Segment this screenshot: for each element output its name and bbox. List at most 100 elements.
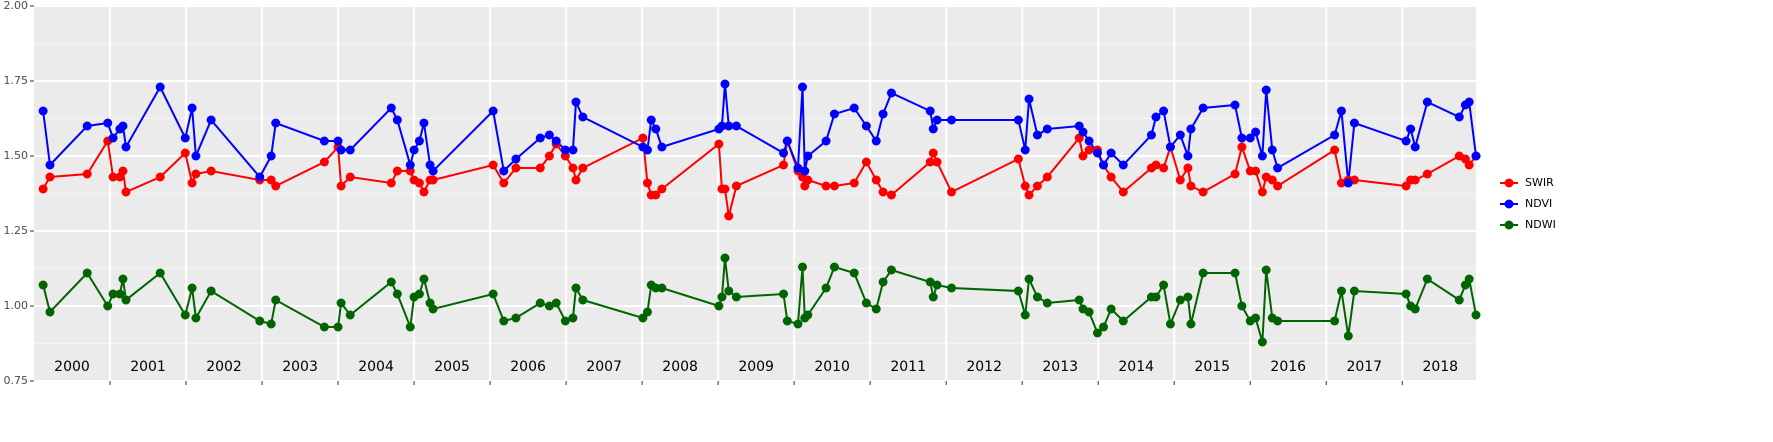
point <box>657 184 667 194</box>
point <box>82 169 92 179</box>
point <box>798 262 808 272</box>
point <box>333 322 343 332</box>
point <box>1230 169 1240 179</box>
point <box>1183 292 1193 302</box>
point <box>419 274 429 284</box>
point <box>1198 187 1208 197</box>
point <box>724 211 734 221</box>
point <box>720 184 730 194</box>
point <box>1330 130 1340 140</box>
point <box>1078 151 1088 161</box>
point <box>657 283 667 293</box>
point <box>1251 313 1261 323</box>
point <box>405 160 415 170</box>
point <box>1257 151 1267 161</box>
point <box>38 106 48 116</box>
point <box>1464 97 1474 107</box>
point <box>925 106 935 116</box>
point <box>720 79 730 89</box>
point <box>1349 286 1359 296</box>
point <box>155 82 165 92</box>
point <box>1410 175 1420 185</box>
point <box>45 160 55 170</box>
point <box>928 292 938 302</box>
point <box>1273 163 1283 173</box>
point <box>724 286 734 296</box>
point <box>206 115 216 125</box>
point <box>1020 310 1030 320</box>
year-label: 2018 <box>1422 359 1458 375</box>
point <box>731 292 741 302</box>
point <box>1118 316 1128 326</box>
point <box>419 118 429 128</box>
point <box>121 142 131 152</box>
point <box>871 304 881 314</box>
point <box>1251 127 1261 137</box>
year-label: 2010 <box>814 359 850 375</box>
point <box>336 298 346 308</box>
point <box>714 301 724 311</box>
point <box>333 136 343 146</box>
year-label: 2013 <box>1042 359 1078 375</box>
point <box>849 268 859 278</box>
point <box>1464 160 1474 170</box>
point <box>861 157 871 167</box>
point <box>928 148 938 158</box>
point <box>1175 295 1185 305</box>
point <box>1151 112 1161 122</box>
point <box>1118 187 1128 197</box>
point <box>1084 136 1094 146</box>
point <box>1410 142 1420 152</box>
point <box>1032 130 1042 140</box>
point <box>419 187 429 197</box>
point <box>829 109 839 119</box>
point <box>571 283 581 293</box>
point <box>488 106 498 116</box>
point <box>535 133 545 143</box>
point <box>829 262 839 272</box>
point <box>1251 166 1261 176</box>
point <box>717 121 727 131</box>
point <box>336 145 346 155</box>
point <box>551 298 561 308</box>
point <box>108 133 118 143</box>
point <box>1230 100 1240 110</box>
year-label: 2016 <box>1270 359 1306 375</box>
point <box>642 145 652 155</box>
point <box>946 283 956 293</box>
point <box>779 148 789 158</box>
point <box>871 136 881 146</box>
point <box>731 121 741 131</box>
point <box>266 319 276 329</box>
point <box>1471 151 1481 161</box>
point <box>1237 301 1247 311</box>
point <box>803 151 813 161</box>
point <box>878 277 888 287</box>
point <box>319 322 329 332</box>
point <box>180 310 190 320</box>
point <box>1186 124 1196 134</box>
point <box>409 145 419 155</box>
point <box>793 163 803 173</box>
point <box>414 289 424 299</box>
point <box>720 253 730 263</box>
point <box>1330 316 1340 326</box>
point <box>646 115 656 125</box>
point <box>1186 181 1196 191</box>
legend-key-point <box>1504 199 1514 209</box>
point <box>1118 160 1128 170</box>
point <box>428 304 438 314</box>
point <box>428 175 438 185</box>
point <box>38 184 48 194</box>
point <box>1454 112 1464 122</box>
point <box>578 163 588 173</box>
point <box>1336 178 1346 188</box>
point <box>1257 337 1267 347</box>
point <box>155 268 165 278</box>
point <box>1099 322 1109 332</box>
point <box>191 169 201 179</box>
point <box>1159 163 1169 173</box>
point <box>544 301 554 311</box>
point <box>657 142 667 152</box>
